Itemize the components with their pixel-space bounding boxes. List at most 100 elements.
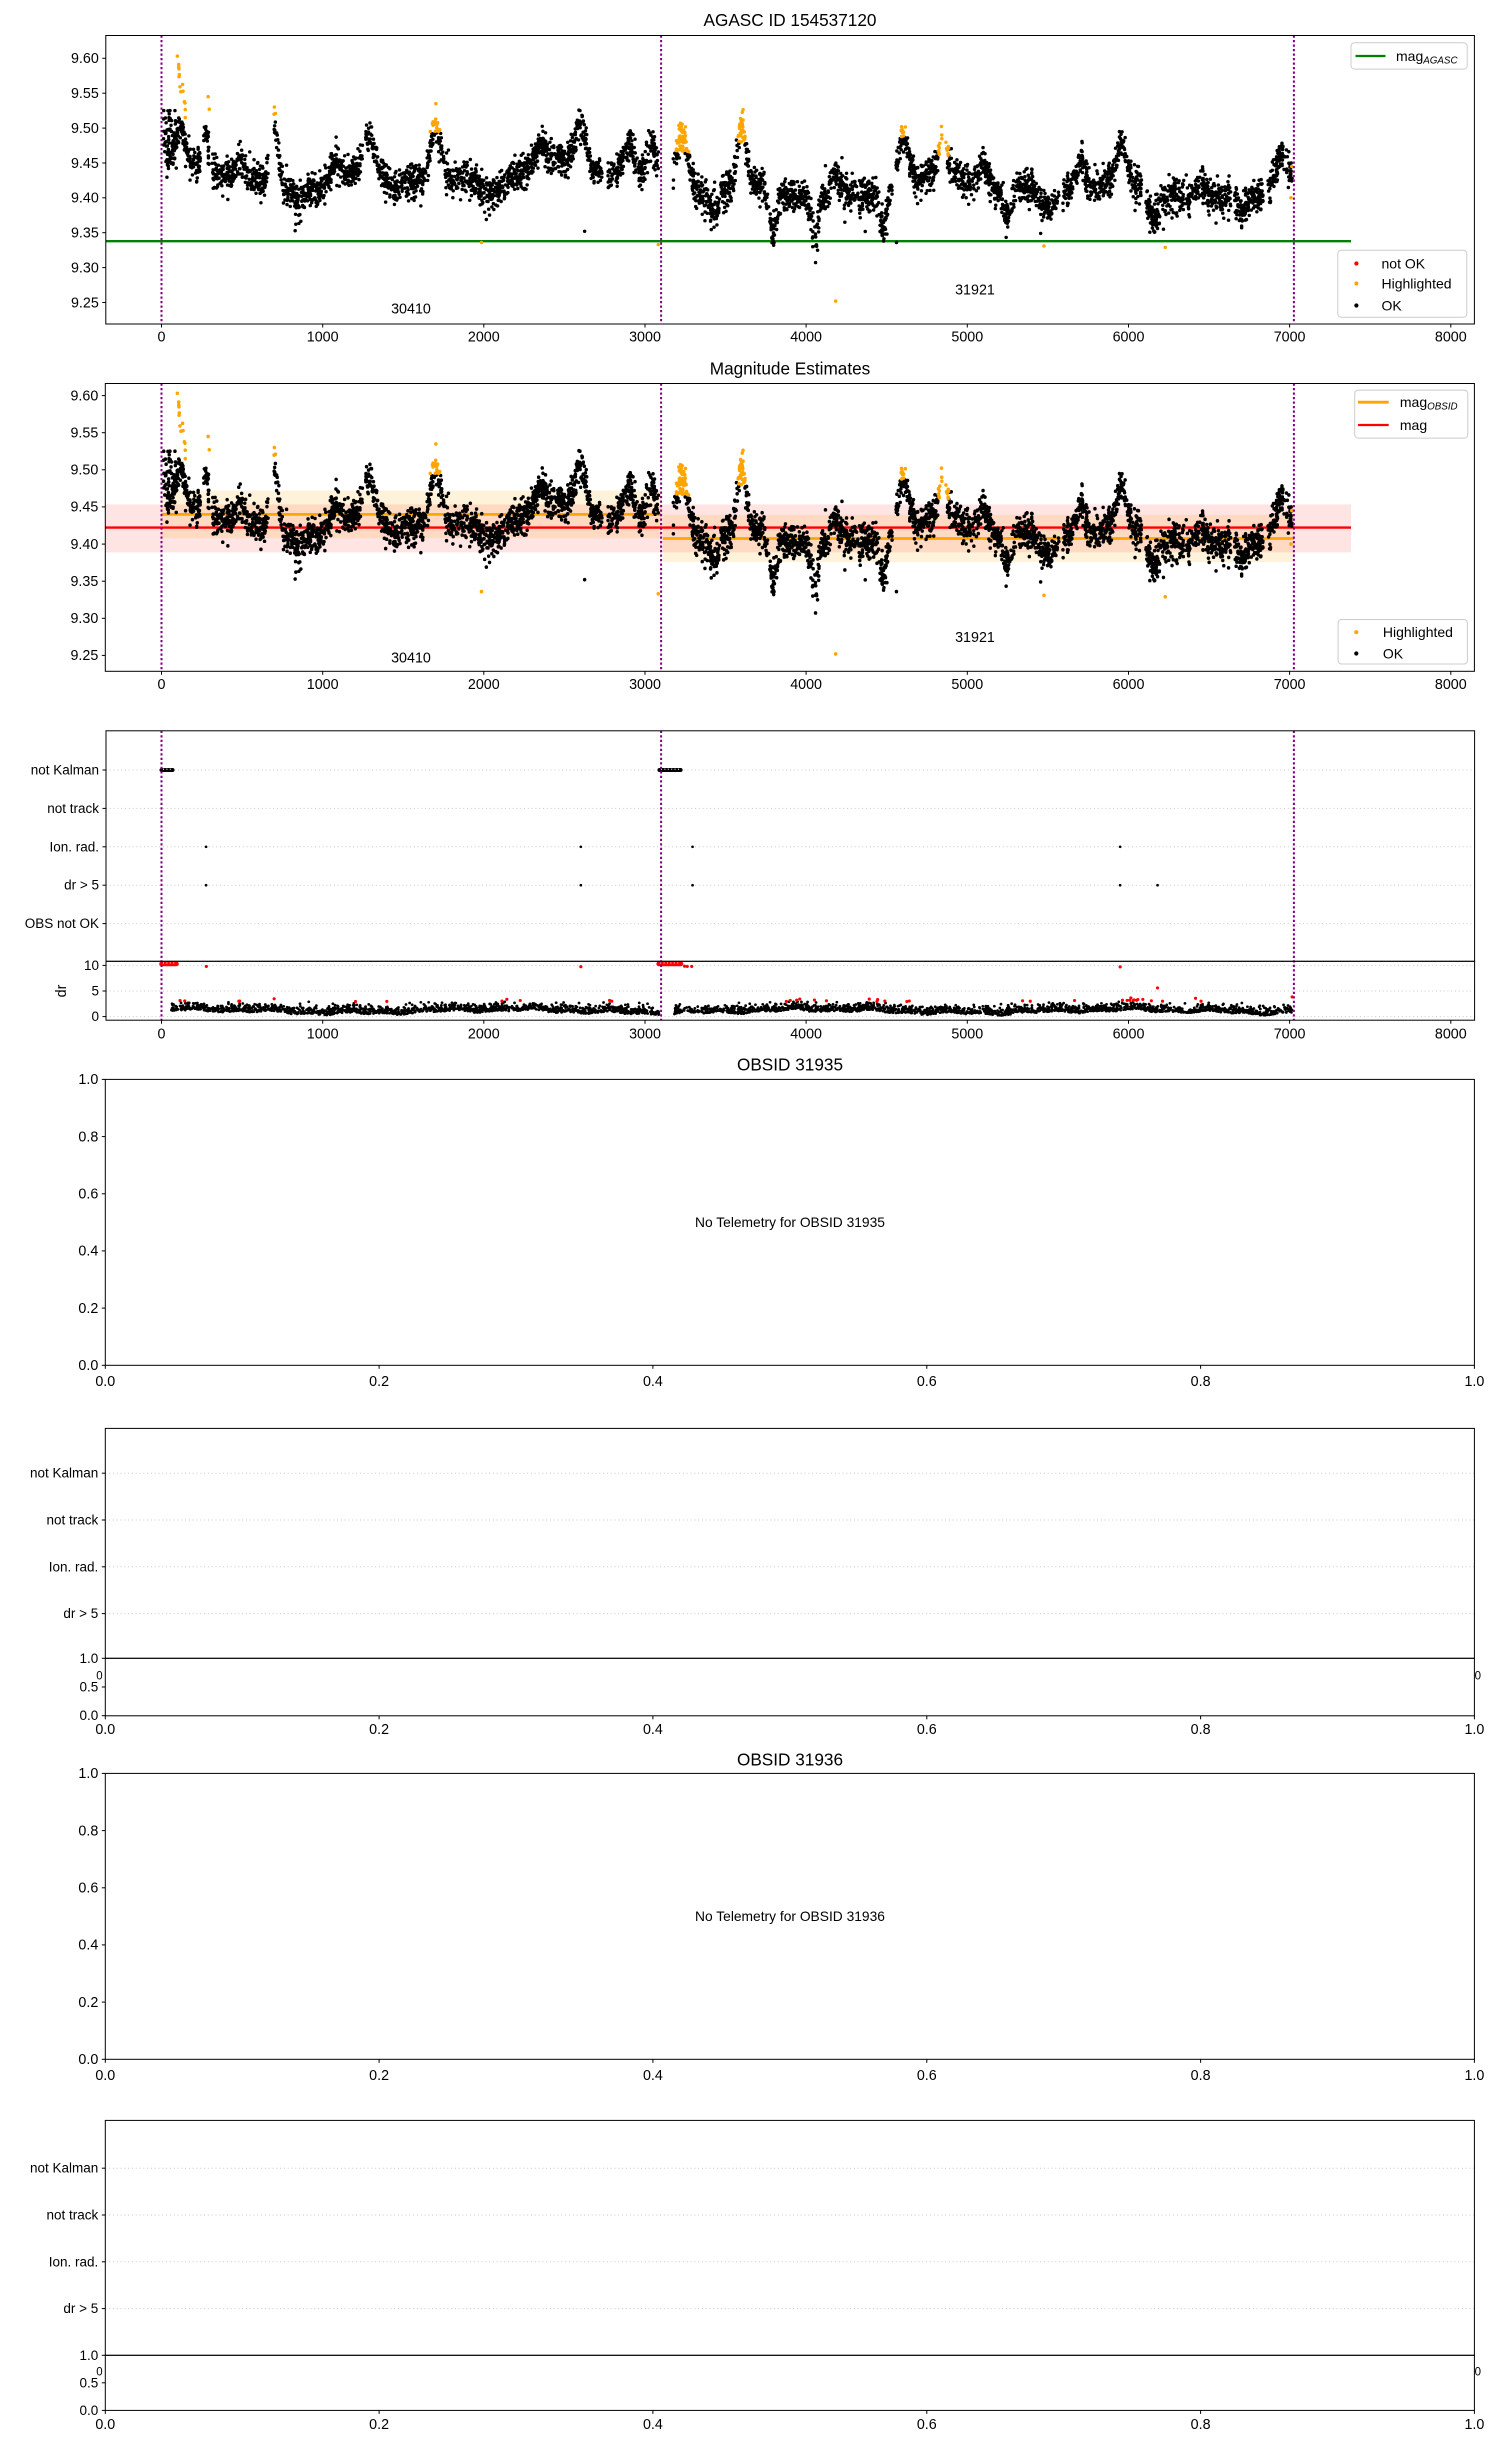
svg-text:0.8: 0.8 [78,1129,98,1145]
svg-text:7000: 7000 [1274,1027,1306,1043]
svg-text:0.6: 0.6 [78,1881,98,1897]
svg-text:8000: 8000 [1435,330,1467,346]
svg-text:0.2: 0.2 [369,2417,389,2433]
svg-text:0.4: 0.4 [643,2417,663,2433]
svg-text:9.40: 9.40 [71,191,99,207]
svg-text:0: 0 [158,330,166,346]
svg-text:0.8: 0.8 [1191,2068,1211,2084]
svg-text:OBSID 31935: OBSID 31935 [737,1055,843,1075]
svg-text:0.6: 0.6 [917,1374,937,1390]
svg-text:0: 0 [96,1670,102,1682]
svg-text:4000: 4000 [790,1027,822,1043]
svg-text:0.6: 0.6 [78,1187,98,1203]
svg-text:0.0: 0.0 [95,1374,115,1390]
svg-text:OK: OK [1382,297,1403,313]
svg-text:9.25: 9.25 [71,295,99,311]
svg-text:9.55: 9.55 [70,426,98,442]
svg-text:8000: 8000 [1435,677,1467,693]
svg-text:0.8: 0.8 [78,1823,98,1839]
svg-text:0: 0 [1475,1670,1481,1682]
svg-text:0.2: 0.2 [369,1374,389,1390]
svg-text:mag: mag [1400,417,1427,433]
svg-text:0: 0 [91,1009,99,1024]
svg-text:1.0: 1.0 [1464,2068,1484,2084]
svg-text:1.0: 1.0 [1464,1374,1484,1390]
svg-text:0.2: 0.2 [78,1995,98,2011]
svg-text:OK: OK [1383,645,1404,661]
svg-text:5: 5 [91,984,99,999]
svg-text:0.4: 0.4 [643,2068,663,2084]
svg-text:dr > 5: dr > 5 [64,878,99,893]
svg-text:9.25: 9.25 [70,648,98,664]
svg-text:OBS not OK: OBS not OK [25,916,99,931]
svg-text:0.0: 0.0 [95,1722,115,1738]
svg-text:9.30: 9.30 [71,260,99,276]
svg-text:9.35: 9.35 [71,226,99,242]
svg-text:9.50: 9.50 [71,121,99,137]
svg-text:0.0: 0.0 [80,1708,99,1723]
svg-text:dr: dr [54,984,70,997]
svg-text:9.60: 9.60 [71,51,99,67]
svg-text:0.8: 0.8 [1191,1374,1211,1390]
svg-text:3000: 3000 [629,330,661,346]
svg-text:9.45: 9.45 [70,500,98,516]
svg-text:30410: 30410 [391,302,431,318]
svg-text:not track: not track [47,2208,99,2223]
svg-text:0: 0 [158,1027,166,1043]
svg-text:5000: 5000 [951,677,983,693]
svg-text:0: 0 [96,2366,102,2378]
svg-text:0.2: 0.2 [78,1301,98,1317]
svg-text:Ion. rad.: Ion. rad. [49,2254,99,2269]
svg-text:0.0: 0.0 [80,2403,99,2418]
svg-text:31921: 31921 [955,630,995,646]
svg-text:8000: 8000 [1435,1027,1467,1043]
svg-text:9.55: 9.55 [71,86,99,102]
svg-text:0.4: 0.4 [78,1938,98,1954]
svg-text:0.2: 0.2 [369,1722,389,1738]
svg-text:1000: 1000 [307,1027,339,1043]
svg-text:9.35: 9.35 [70,574,98,590]
svg-text:not track: not track [47,801,99,816]
svg-text:1.0: 1.0 [80,2348,99,2363]
svg-text:2000: 2000 [468,677,500,693]
svg-text:3000: 3000 [629,1027,661,1043]
svg-text:1000: 1000 [307,330,339,346]
svg-text:OBSID 31936: OBSID 31936 [737,1750,843,1770]
svg-text:0.0: 0.0 [78,2052,98,2068]
svg-text:5000: 5000 [951,330,983,346]
svg-text:0: 0 [158,677,166,693]
svg-text:0.2: 0.2 [369,2068,389,2084]
svg-text:0.4: 0.4 [643,1374,663,1390]
svg-text:not Kalman: not Kalman [30,1466,98,1481]
svg-text:not Kalman: not Kalman [31,763,99,778]
svg-text:0.4: 0.4 [643,1722,663,1738]
svg-text:3000: 3000 [629,677,661,693]
svg-text:9.30: 9.30 [70,611,98,627]
svg-text:9.50: 9.50 [70,463,98,479]
svg-text:2000: 2000 [468,1027,500,1043]
svg-text:0.0: 0.0 [78,1358,98,1374]
svg-text:0.5: 0.5 [80,1680,99,1695]
svg-text:6000: 6000 [1113,330,1145,346]
svg-text:4000: 4000 [790,677,822,693]
svg-text:4000: 4000 [790,330,822,346]
svg-text:0.5: 0.5 [80,2375,99,2390]
svg-text:1.0: 1.0 [78,1766,98,1782]
svg-text:not track: not track [47,1513,99,1528]
svg-text:0.4: 0.4 [78,1244,98,1260]
svg-text:6000: 6000 [1113,1027,1145,1043]
svg-text:1.0: 1.0 [1464,2417,1484,2433]
svg-text:No Telemetry for OBSID 31935: No Telemetry for OBSID 31935 [695,1215,885,1230]
svg-text:0.8: 0.8 [1191,2417,1211,2433]
svg-text:6000: 6000 [1113,677,1145,693]
svg-text:0.6: 0.6 [917,2417,937,2433]
svg-text:Magnitude Estimates: Magnitude Estimates [710,359,871,379]
svg-text:9.60: 9.60 [70,388,98,404]
svg-text:Highlighted: Highlighted [1382,275,1452,291]
svg-text:0.6: 0.6 [917,2068,937,2084]
svg-text:31921: 31921 [955,283,995,299]
svg-text:No Telemetry for OBSID 31936: No Telemetry for OBSID 31936 [695,1909,885,1924]
svg-text:not Kalman: not Kalman [30,2161,98,2176]
svg-text:7000: 7000 [1274,330,1306,346]
svg-text:Ion. rad.: Ion. rad. [49,1559,99,1574]
